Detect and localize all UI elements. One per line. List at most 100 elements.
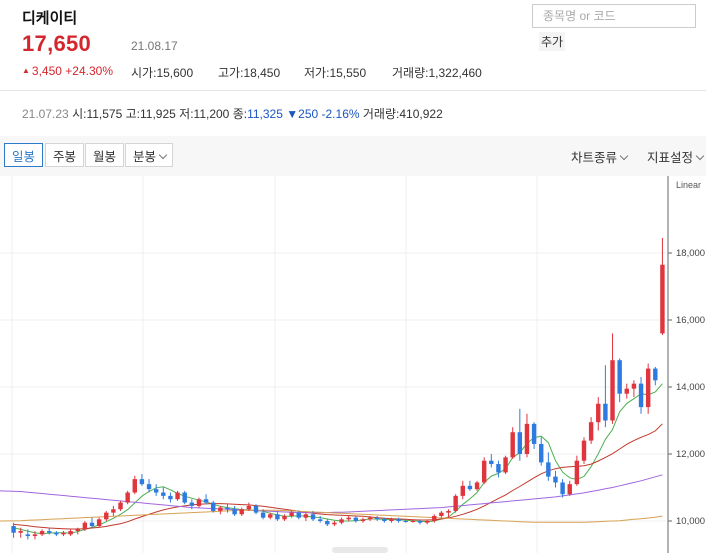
candle: [389, 517, 394, 523]
candle: [296, 510, 301, 520]
triangle-down-icon: ▼: [286, 107, 299, 121]
change-amount: 3,450: [31, 64, 62, 78]
search-input[interactable]: [532, 4, 696, 28]
candle: [432, 514, 437, 523]
candle-body: [211, 502, 216, 511]
stat-volume-value: 1,322,460: [428, 66, 482, 80]
candle-body: [310, 514, 316, 520]
chevron-down-icon: [695, 151, 705, 161]
candle: [75, 527, 80, 535]
stat-volume-label: 거래량: [392, 66, 426, 80]
chart-scroll-handle[interactable]: [332, 547, 388, 553]
stat-open-label: 시가: [131, 66, 154, 80]
candle: [524, 413, 530, 458]
candles: [11, 237, 665, 540]
candle-body: [296, 512, 301, 518]
period-minute-button[interactable]: 분봉: [125, 143, 174, 167]
candle-body: [146, 484, 152, 490]
stat-low: 저가:15,550: [304, 66, 367, 80]
chart-type-dropdown[interactable]: 차트종류: [571, 147, 629, 166]
candle-body: [111, 509, 116, 513]
candle: [410, 519, 416, 523]
candle: [339, 517, 344, 525]
price-date: 21.08.17: [131, 39, 178, 53]
candle: [332, 521, 337, 527]
candle-body: [603, 403, 608, 421]
candle: [18, 527, 23, 538]
candle-body: [18, 531, 23, 533]
candle-body: [275, 514, 280, 520]
candle: [474, 480, 480, 491]
prev-date: 21.07.23: [22, 107, 69, 121]
candle: [225, 504, 230, 513]
y-tick-label: 10,000: [676, 516, 705, 527]
candle-body: [96, 519, 102, 527]
chart-grid: [0, 176, 666, 553]
candle-body: [353, 517, 359, 521]
candle-body: [567, 484, 572, 495]
candle-body: [453, 495, 458, 511]
candle-body: [574, 460, 580, 485]
candle-body: [39, 531, 45, 535]
candle: [246, 502, 252, 511]
candle-body: [104, 512, 109, 520]
candle-body: [196, 499, 202, 506]
candle-body: [161, 492, 166, 496]
ma-line-5: [13, 383, 663, 535]
candle: [517, 408, 523, 461]
candle-body: [332, 522, 337, 525]
candle-body: [54, 532, 59, 535]
y-tick-label: 12,000: [676, 449, 705, 460]
prev-high-label: 고: [125, 107, 137, 121]
prev-open: 11,575: [86, 107, 123, 121]
candle: [581, 437, 587, 465]
candle-body: [11, 526, 16, 533]
candle-body: [175, 492, 180, 500]
period-monthly-button[interactable]: 월봉: [85, 143, 125, 167]
candle-body: [139, 479, 145, 485]
candle-body: [417, 521, 423, 523]
candle: [396, 517, 401, 523]
candle: [218, 505, 223, 515]
candle-body: [432, 515, 437, 521]
y-tick-label: 16,000: [676, 315, 705, 326]
candle-body: [289, 512, 294, 516]
candle-body: [581, 440, 587, 461]
prev-volume: 410,922: [399, 107, 443, 121]
candle: [168, 492, 173, 503]
candle: [588, 417, 594, 444]
candle-body: [474, 482, 480, 490]
candlestick-chart[interactable]: Linear 18,000 16,000 14,000 12,000 10,000: [0, 176, 706, 553]
candle-body: [325, 521, 330, 525]
candle-body: [553, 476, 558, 483]
candle: [82, 521, 88, 532]
candle-body: [375, 517, 380, 520]
candle-body: [510, 432, 515, 458]
candle-body: [118, 502, 123, 510]
candle-body: [68, 531, 73, 535]
candle-body: [660, 264, 665, 334]
period-daily-button[interactable]: 일봉: [4, 143, 44, 167]
candle: [47, 527, 52, 535]
stock-name: 디케이티: [22, 10, 78, 27]
candle: [460, 480, 465, 500]
candle: [161, 487, 166, 500]
candle: [574, 455, 580, 486]
candle: [196, 497, 202, 508]
candle: [631, 380, 637, 398]
period-weekly-button[interactable]: 주봉: [45, 143, 85, 167]
candle: [603, 365, 608, 428]
indicator-settings-dropdown[interactable]: 지표설정: [647, 147, 705, 166]
candle-body: [610, 360, 615, 421]
candle-body: [645, 368, 651, 408]
candle: [346, 515, 351, 521]
change-rate: +24.30%: [65, 64, 114, 78]
candle: [253, 504, 259, 515]
candle: [403, 519, 408, 523]
candle: [54, 531, 59, 537]
candle: [617, 358, 622, 403]
candle-body: [239, 509, 244, 515]
candle: [111, 505, 116, 516]
stat-open: 시가:15,600: [131, 66, 194, 80]
add-button[interactable]: 추가: [539, 32, 566, 51]
